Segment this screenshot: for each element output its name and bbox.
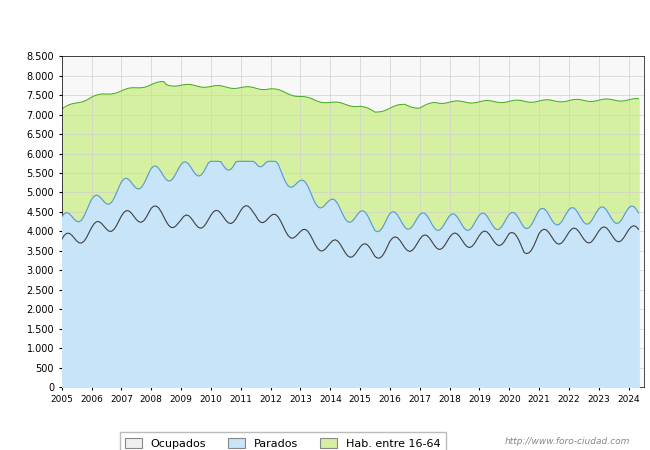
- Text: http://www.foro-ciudad.com: http://www.foro-ciudad.com: [505, 436, 630, 446]
- Legend: Ocupados, Parados, Hab. entre 16-64: Ocupados, Parados, Hab. entre 16-64: [120, 432, 446, 450]
- Text: Albox - Evolucion de la poblacion en edad de Trabajar Mayo de 2024: Albox - Evolucion de la poblacion en eda…: [96, 17, 554, 30]
